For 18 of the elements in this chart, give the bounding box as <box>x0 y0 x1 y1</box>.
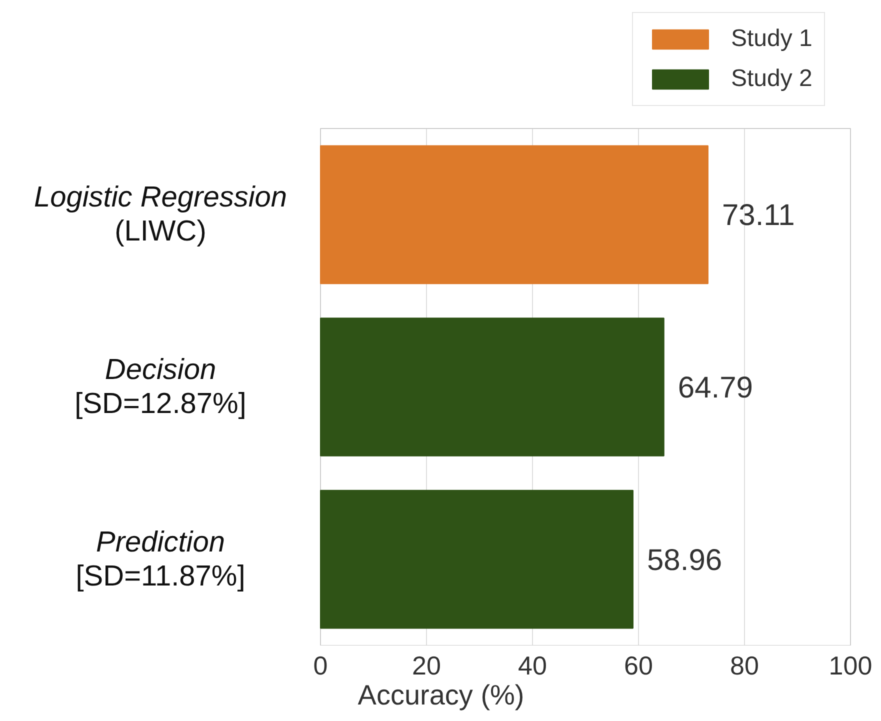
y-tick-label: Decision [SD=12.87%] <box>74 354 246 420</box>
x-axis-title: Accuracy (%) <box>358 680 524 710</box>
x-tick-label: 0 <box>313 650 328 680</box>
legend-label: Study 1 <box>731 25 812 53</box>
y-tick-label: Prediction [SD=11.87%] <box>76 526 246 592</box>
data-label: 64.79 <box>678 372 753 404</box>
data-label: 73.11 <box>722 199 795 232</box>
x-tick-label: 60 <box>624 650 653 680</box>
legend-label: Study 2 <box>731 65 812 93</box>
x-tick-label: 20 <box>412 650 441 680</box>
data-label: 58.96 <box>646 544 722 577</box>
y-tick-label: Logistic Regression (LIWC) <box>34 182 288 248</box>
x-tick-label: 100 <box>828 650 872 680</box>
bar <box>320 145 708 284</box>
bar <box>320 490 634 629</box>
x-tick-label: 40 <box>518 650 547 680</box>
bar <box>320 318 664 456</box>
x-tick-label: 80 <box>730 650 759 680</box>
